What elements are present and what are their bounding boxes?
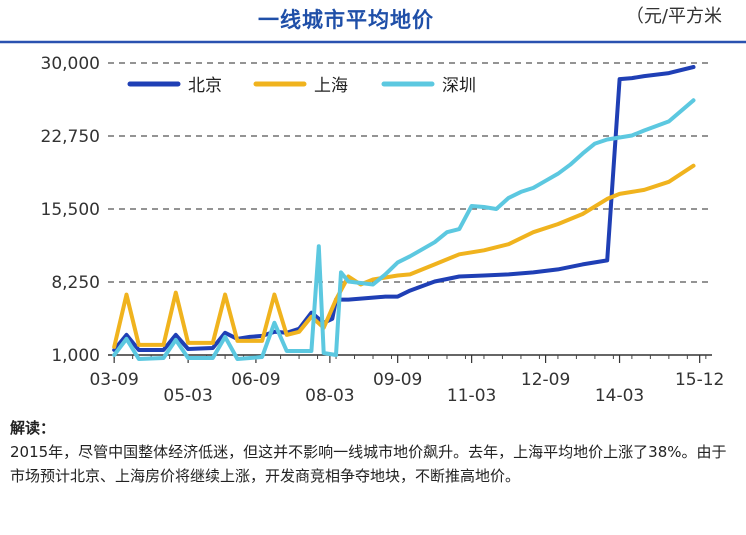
axis-layer: 30,000 22,750 15,500 8,250 1,000 03-09 05-03 06…	[41, 54, 725, 406]
legend-label: 深圳	[442, 76, 476, 96]
x-tick-label: 03-09	[89, 370, 138, 390]
x-tick-label: 08-03	[305, 386, 354, 406]
x-tick-label: 11-03	[447, 386, 496, 406]
x-tick-label: 06-09	[231, 370, 280, 390]
x-tick-label: 05-03	[163, 386, 212, 406]
legend: 北京 上海 深圳	[127, 76, 476, 96]
legend-label: 上海	[314, 76, 348, 96]
y-tick-label: 8,250	[51, 273, 100, 293]
series-layer	[112, 65, 696, 361]
y-tick-label: 15,500	[41, 200, 100, 220]
y-tick-label: 1,000	[51, 346, 100, 366]
notes-section: 解读： 2015年，尽管中国整体经济低迷，但这并不影响一线城市地价飙升。去年，上…	[10, 416, 736, 488]
notes-paragraph: 2015年，尽管中国整体经济低迷，但这并不影响一线城市地价飙升。去年，上海平均地…	[10, 443, 727, 485]
x-tick-label: 14-03	[595, 386, 644, 406]
x-tick-label: 12-09	[521, 370, 570, 390]
series-line-深圳	[112, 98, 696, 361]
notes-label: 解读：	[10, 419, 56, 437]
x-tick-label: 09-09	[373, 370, 422, 390]
chart-canvas: 30,000 22,750 15,500 8,250 1,000 03-09 05-03 06…	[0, 40, 746, 406]
x-tick-label: 15-12	[675, 370, 724, 390]
unit-label: （元/平方米	[625, 6, 722, 27]
legend-label: 北京	[188, 76, 222, 96]
grid-layer	[108, 62, 712, 283]
y-tick-label: 30,000	[41, 54, 100, 74]
series-line-北京	[112, 65, 696, 352]
y-tick-label: 22,750	[41, 127, 100, 147]
chart-title: 一线城市平均地价	[258, 8, 434, 32]
